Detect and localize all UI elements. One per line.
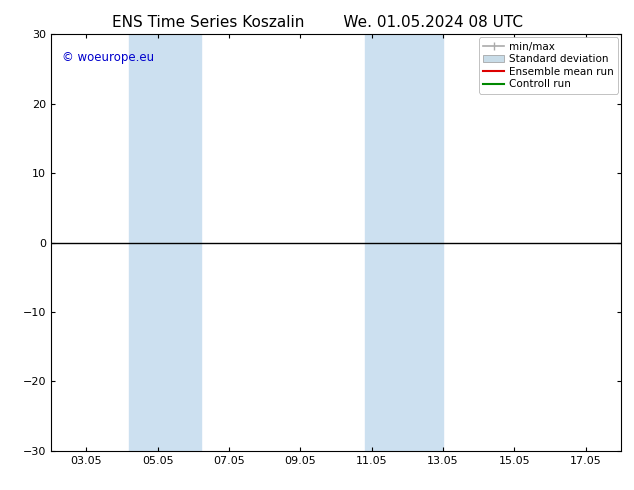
Bar [365,34,443,451]
Legend: min/max, Standard deviation, Ensemble mean run, Controll run: min/max, Standard deviation, Ensemble me… [479,37,618,94]
Bar [129,34,200,451]
Text: ENS Time Series Koszalin        We. 01.05.2024 08 UTC: ENS Time Series Koszalin We. 01.05.2024 … [112,15,522,30]
Text: © woeurope.eu: © woeurope.eu [62,51,154,64]
